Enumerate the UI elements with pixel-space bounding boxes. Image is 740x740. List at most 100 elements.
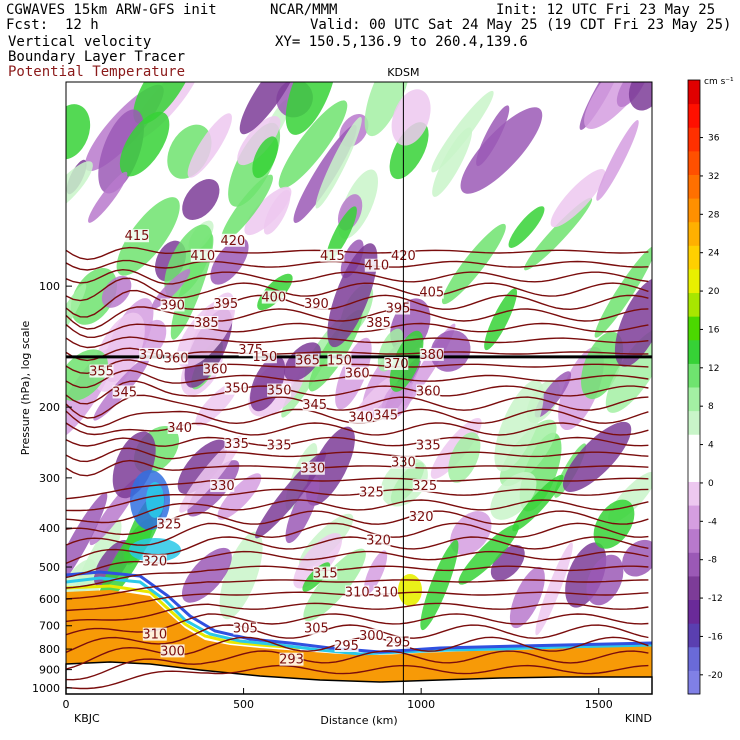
colorbar-tick-label: 0 bbox=[708, 479, 714, 489]
theta-label-bg bbox=[419, 347, 444, 361]
vertical-velocity-cell bbox=[535, 542, 573, 636]
y-tick-label: 300 bbox=[39, 472, 60, 485]
theta-label-bg bbox=[345, 366, 370, 380]
vertical-velocity-cell bbox=[628, 82, 652, 111]
theta-label-bg bbox=[220, 233, 245, 247]
station-label: KDSM bbox=[387, 66, 419, 79]
theta-label: 335 bbox=[267, 438, 292, 453]
colorbar-swatch bbox=[688, 505, 700, 530]
theta-label-bg bbox=[302, 398, 327, 412]
theta-contour-line bbox=[66, 536, 649, 565]
theta-label: 305 bbox=[304, 622, 329, 637]
colorbar-tick-label: 4 bbox=[708, 441, 714, 451]
theta-label-bg bbox=[409, 510, 434, 524]
colorbar-swatch bbox=[688, 221, 700, 246]
vertical-velocity-cell bbox=[252, 136, 279, 178]
field-label-vertical-velocity: Vertical velocity bbox=[8, 34, 152, 50]
theta-label: 370 bbox=[384, 357, 409, 372]
theta-label: 370 bbox=[139, 348, 164, 363]
theta-label-bg bbox=[190, 248, 215, 262]
vertical-velocity-cell bbox=[364, 82, 412, 137]
theta-label: 320 bbox=[409, 510, 434, 525]
theta-label-bg bbox=[224, 381, 249, 395]
theta-contour-line bbox=[66, 422, 649, 436]
colorbar-swatch bbox=[688, 670, 700, 695]
colorbar-swatch bbox=[688, 387, 700, 412]
model-title: CGWAVES 15km ARW-GFS init bbox=[6, 2, 217, 18]
theta-label-bg bbox=[210, 479, 235, 493]
colorbar-swatch bbox=[688, 150, 700, 175]
theta-label-bg bbox=[213, 296, 238, 310]
theta-label: 360 bbox=[203, 362, 228, 377]
theta-label-bg bbox=[313, 566, 338, 580]
colorbar-swatch bbox=[688, 339, 700, 364]
theta-contour-line bbox=[66, 268, 649, 285]
theta-label-bg bbox=[125, 229, 150, 243]
theta-label: 410 bbox=[364, 259, 389, 274]
theta-contour-line bbox=[66, 579, 649, 600]
colorbar-swatch bbox=[688, 552, 700, 577]
y-tick-label: 800 bbox=[39, 643, 60, 656]
downdraft-cell bbox=[129, 538, 181, 562]
theta-label: 380 bbox=[419, 348, 444, 363]
vertical-velocity-cell bbox=[524, 197, 593, 271]
theta-label-bg bbox=[224, 437, 249, 451]
updraft-cell bbox=[398, 574, 422, 606]
vertical-velocity-cell bbox=[431, 90, 494, 173]
vertical-velocity-cell bbox=[460, 107, 543, 194]
vertical-velocity-cell bbox=[499, 419, 557, 487]
vertical-velocity-cell bbox=[458, 524, 519, 585]
colorbar-swatch bbox=[688, 174, 700, 199]
y-tick-label: 600 bbox=[39, 593, 60, 606]
fcst-label: Fcst: bbox=[6, 17, 49, 33]
theta-label: 340 bbox=[348, 411, 373, 426]
theta-contour-line bbox=[66, 322, 649, 339]
vertical-velocity-cell bbox=[219, 531, 263, 620]
vertical-velocity-cell bbox=[66, 492, 108, 594]
vertical-velocity-cell bbox=[594, 246, 652, 338]
colorbar-swatch bbox=[688, 599, 700, 624]
colorbar-tick-label: -4 bbox=[708, 517, 717, 527]
theta-label-bg bbox=[304, 621, 329, 635]
theta-label: 360 bbox=[345, 367, 370, 382]
theta-label-bg bbox=[345, 585, 370, 599]
theta-label: 340 bbox=[167, 421, 192, 436]
vertical-velocity-cell bbox=[380, 458, 428, 507]
theta-contour-line bbox=[66, 380, 649, 405]
vertical-velocity-cell bbox=[237, 116, 281, 166]
theta-label-bg bbox=[416, 384, 441, 398]
colorbar-tick-label: -16 bbox=[708, 632, 723, 642]
colorbar-tick-label: 24 bbox=[708, 249, 720, 259]
theta-label-bg bbox=[384, 356, 409, 370]
theta-label-bg bbox=[348, 410, 373, 424]
colorbar-swatch bbox=[688, 646, 700, 671]
y-tick-label: 700 bbox=[39, 620, 60, 633]
theta-label-bg bbox=[160, 298, 185, 312]
x-axis: 0 500 1000 1500 bbox=[63, 688, 613, 711]
theta-label-bg bbox=[233, 621, 258, 635]
colorbar-swatch bbox=[688, 457, 700, 482]
vertical-velocity-cell bbox=[508, 206, 545, 248]
theta-contour-line bbox=[66, 602, 649, 623]
theta-label: 415 bbox=[320, 249, 345, 264]
fcst-value: 12 h bbox=[65, 17, 99, 33]
theta-label: 355 bbox=[89, 365, 114, 380]
theta-label: 320 bbox=[366, 534, 391, 549]
vertical-velocity-cell bbox=[363, 550, 388, 595]
y-tick-label: 400 bbox=[39, 522, 60, 535]
theta-label: 395 bbox=[386, 302, 411, 317]
vertical-velocity-cell bbox=[476, 105, 510, 167]
theta-label: 300 bbox=[359, 629, 384, 644]
theta-label-bg bbox=[304, 296, 329, 310]
colorbar-swatch bbox=[688, 410, 700, 435]
theta-label: 335 bbox=[416, 438, 441, 453]
theta-label: 300 bbox=[160, 644, 185, 659]
theta-label-bg bbox=[300, 461, 325, 475]
colorbar-swatch bbox=[688, 127, 700, 152]
vertical-velocity-cell bbox=[181, 547, 232, 603]
vertical-velocity-cell bbox=[605, 328, 652, 413]
colorbar-swatch bbox=[688, 80, 700, 105]
theta-label: 320 bbox=[142, 554, 167, 569]
